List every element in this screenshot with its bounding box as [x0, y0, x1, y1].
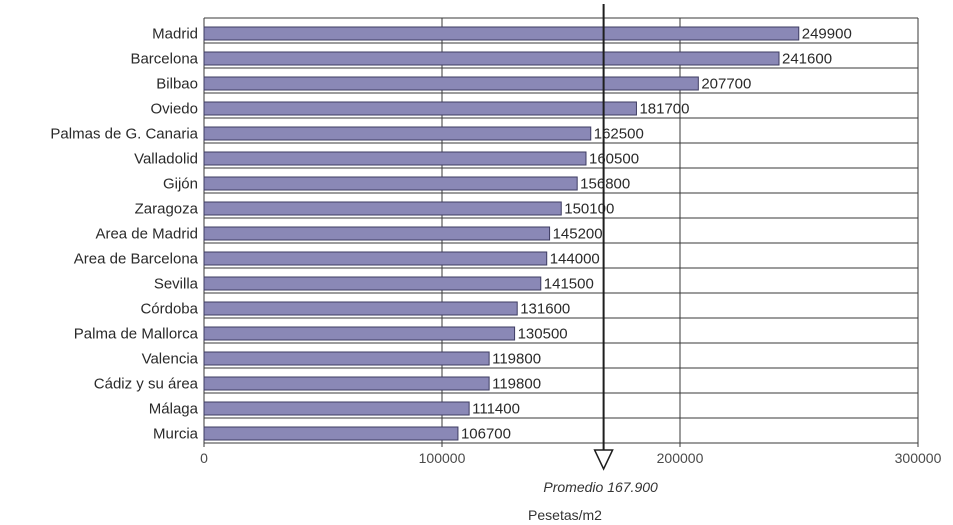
- category-label: Area de Barcelona: [74, 251, 199, 268]
- category-label: Málaga: [149, 401, 199, 418]
- value-labels: 249900 241600 207700 181700 162500 160500 1568…: [461, 26, 852, 443]
- bar: [203, 126, 592, 141]
- category-label: Oviedo: [150, 101, 198, 118]
- value-label: 130500: [518, 326, 568, 343]
- bar: [203, 251, 548, 266]
- bar: [203, 326, 516, 341]
- category-label: Cádiz y su área: [94, 376, 199, 393]
- category-label: Palmas de G. Canaria: [50, 126, 198, 143]
- bar: [203, 101, 637, 116]
- value-label: 162500: [594, 126, 644, 143]
- bar: [203, 301, 518, 316]
- category-label: Madrid: [152, 26, 198, 43]
- bar: [203, 426, 459, 441]
- average-arrow: [593, 449, 614, 471]
- bar: [203, 276, 542, 291]
- category-label: Valencia: [142, 351, 199, 368]
- chart-bars: [203, 26, 800, 441]
- category-label: Gijón: [163, 176, 198, 193]
- value-label: 156800: [580, 176, 630, 193]
- value-label: 131600: [520, 301, 570, 318]
- value-label: 106700: [461, 426, 511, 443]
- x-tick-label: 200000: [657, 450, 704, 466]
- value-label: 144000: [550, 251, 600, 268]
- average-marker: Promedio 167.900: [543, 4, 658, 495]
- category-label: Córdoba: [140, 301, 198, 318]
- bar: [203, 376, 490, 391]
- x-axis-label: Pesetas/m2: [528, 507, 602, 523]
- category-labels: Madrid Barcelona Bilbao Oviedo Palmas de G. …: [50, 26, 198, 443]
- value-label: 119800: [492, 376, 541, 393]
- x-tick-label: 0: [200, 450, 208, 466]
- category-label: Palma de Mallorca: [74, 326, 199, 343]
- value-label: 207700: [701, 76, 751, 93]
- value-label: 241600: [782, 51, 832, 68]
- value-label: 249900: [802, 26, 852, 43]
- bar: [203, 26, 800, 41]
- bar: [203, 76, 699, 91]
- category-label: Sevilla: [154, 276, 199, 293]
- category-label: Zaragoza: [135, 201, 199, 218]
- category-label: Area de Madrid: [95, 226, 198, 243]
- bar: [203, 201, 562, 216]
- value-label: 111400: [472, 401, 520, 418]
- category-label: Valladolid: [134, 151, 198, 168]
- x-tick-label: 300000: [895, 450, 942, 466]
- bar: [203, 176, 578, 191]
- chart-grid: [203, 17, 919, 447]
- value-label: 145200: [553, 226, 603, 243]
- value-label: 119800: [492, 351, 541, 368]
- bar: [203, 226, 551, 241]
- value-label: 141500: [544, 276, 594, 293]
- bar: [203, 51, 780, 66]
- x-axis-ticks: 0 100000 200000 300000: [200, 450, 941, 466]
- category-label: Bilbao: [156, 76, 198, 93]
- bar: [203, 351, 490, 366]
- value-label: 160500: [589, 151, 639, 168]
- average-label: Promedio 167.900: [543, 479, 658, 495]
- value-label: 181700: [639, 101, 689, 118]
- bar: [203, 401, 470, 416]
- category-label: Murcia: [153, 426, 199, 443]
- category-label: Barcelona: [130, 51, 198, 68]
- bar: [203, 151, 587, 166]
- value-label: 150100: [564, 201, 614, 218]
- x-tick-label: 100000: [419, 450, 466, 466]
